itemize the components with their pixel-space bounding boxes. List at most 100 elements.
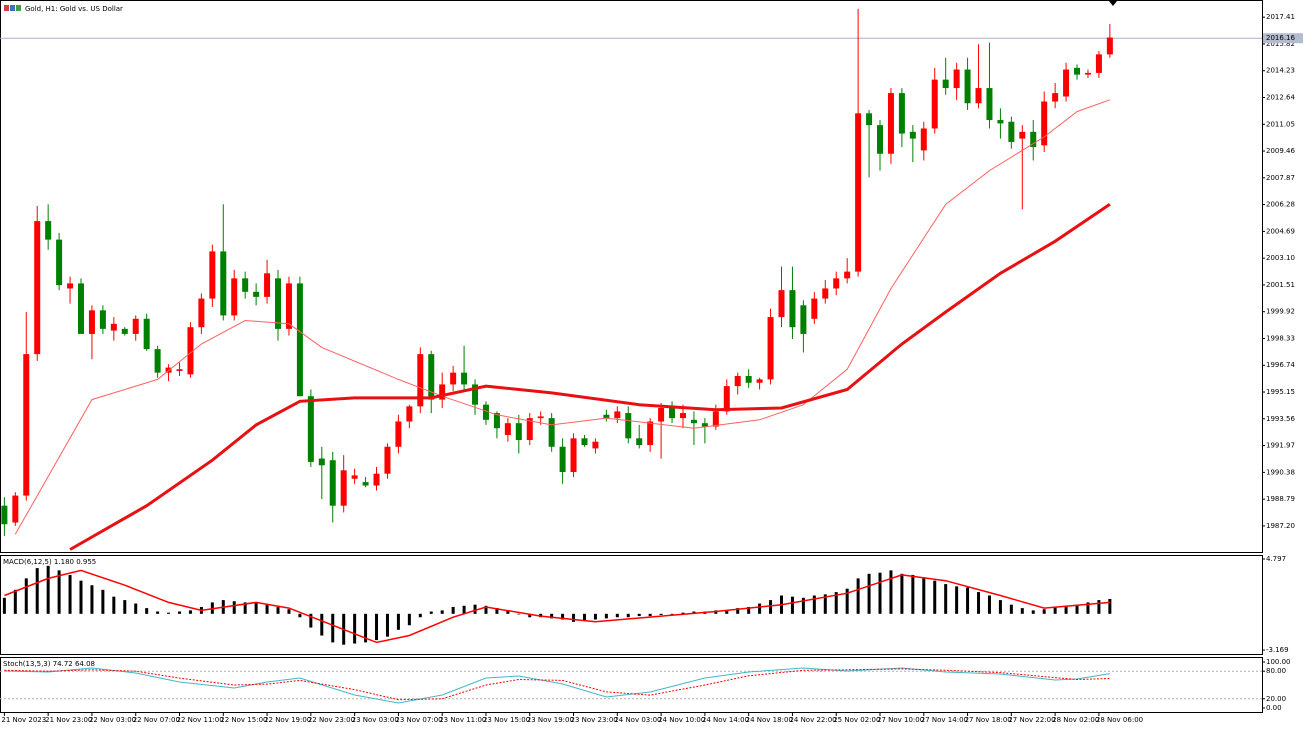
y-tick-label: 2003.10 (1266, 254, 1295, 262)
macd-bar (287, 609, 291, 614)
macd-bar (134, 603, 138, 614)
candle-body (428, 354, 435, 400)
candle-body (34, 221, 41, 355)
x-tick-label: 22 Nov 23:00 (308, 716, 355, 724)
macd-bar (232, 601, 236, 614)
candle-body (264, 273, 271, 297)
candle-body (439, 384, 446, 400)
macd-bar (736, 608, 740, 614)
macd-bar (1075, 604, 1079, 614)
candle-body (406, 406, 413, 422)
macd-bar (867, 573, 871, 614)
candle-body (614, 411, 621, 419)
candle-body (822, 288, 829, 299)
candle-body (1074, 67, 1081, 75)
candle-body (625, 413, 632, 439)
x-tick-label: 21 Nov 23:00 (45, 716, 92, 724)
macd-signal (4, 569, 1110, 644)
candle-body (669, 408, 676, 419)
macd-bar (790, 596, 794, 614)
macd-bar (922, 578, 926, 614)
macd-bar (35, 568, 39, 614)
y-tick-label: 2012.64 (1266, 93, 1295, 101)
candle-body (395, 421, 402, 447)
candle-body (844, 271, 851, 279)
x-tick-label: 24 Nov 10:00 (658, 716, 705, 724)
candle-body (767, 317, 774, 380)
x-tick-label: 23 Nov 19:00 (527, 716, 574, 724)
macd-panel-frame (0, 555, 1263, 655)
x-tick-label: 28 Nov 06:00 (1096, 716, 1143, 724)
macd-bar (1031, 610, 1035, 614)
candle-body (362, 482, 369, 486)
y-tick-label: 1993.56 (1266, 415, 1295, 423)
candle-body (132, 318, 139, 334)
macd-bar (582, 613, 586, 621)
macd-bar (364, 613, 368, 643)
candle-body (318, 458, 325, 466)
x-tick-label: 25 Nov 02:00 (833, 716, 880, 724)
candle-body (920, 128, 927, 151)
macd-bar (823, 594, 827, 614)
shift-marker (1109, 1, 1117, 6)
candle-body (472, 384, 479, 405)
x-tick-label: 22 Nov 07:00 (133, 716, 180, 724)
macd-bar (1086, 602, 1090, 614)
macd-bar (331, 613, 335, 643)
macd-bar (243, 602, 247, 614)
macd-bar (79, 580, 83, 614)
symbol-icon (10, 5, 15, 11)
last-price-label: 2016.16 (1266, 34, 1295, 42)
macd-bar (933, 580, 937, 614)
macd-bar (1097, 600, 1101, 614)
macd-bar (495, 608, 499, 614)
macd-bar (812, 595, 816, 614)
macd-bar (254, 602, 258, 614)
macd-bar (1042, 609, 1046, 614)
chart-title: Gold, H1: Gold vs. US Dollar (25, 5, 123, 13)
candle-body (110, 323, 117, 331)
y-tick-label: 2001.51 (1266, 281, 1295, 289)
candle-body (877, 125, 884, 154)
y-tick-label: 2007.87 (1266, 174, 1295, 182)
symbol-icon (16, 5, 21, 11)
macd-bar (769, 600, 773, 614)
x-tick-label: 27 Nov 10:00 (877, 716, 924, 724)
macd-bar (615, 613, 619, 618)
candle-body (745, 376, 752, 383)
y-tick-label: 2015.82 (1266, 40, 1295, 48)
macd-bar (265, 604, 269, 614)
candle-body (99, 310, 106, 329)
macd-bar (429, 611, 433, 614)
y-tick-label: 2004.69 (1266, 227, 1295, 235)
macd-bar (13, 589, 17, 614)
candle-body (734, 376, 741, 387)
candle-body (121, 328, 128, 334)
macd-bar (188, 610, 192, 614)
macd-bar (156, 611, 160, 614)
candle-body (909, 131, 916, 139)
macd-bar (145, 608, 149, 614)
y-tick-label: 2017.41 (1266, 13, 1295, 21)
candle-body (603, 414, 610, 419)
macd-bar (506, 610, 510, 614)
candle-body (636, 438, 643, 446)
macd-bar (1064, 605, 1068, 614)
macd-bar (747, 606, 751, 614)
macd-bar (944, 584, 948, 614)
macd-bar (112, 596, 116, 614)
candle-body (789, 290, 796, 328)
candle-body (690, 419, 697, 424)
macd-bar (1108, 598, 1112, 614)
macd-bar (900, 573, 904, 614)
moving-average (14, 99, 1111, 535)
macd-bar (955, 586, 959, 614)
macd-bar (90, 585, 94, 614)
macd-bar (24, 578, 28, 614)
macd-bar (834, 592, 838, 614)
candle-body (187, 327, 194, 375)
candle-body (482, 404, 489, 420)
candle-body (1084, 72, 1091, 75)
candle-body (855, 113, 862, 272)
